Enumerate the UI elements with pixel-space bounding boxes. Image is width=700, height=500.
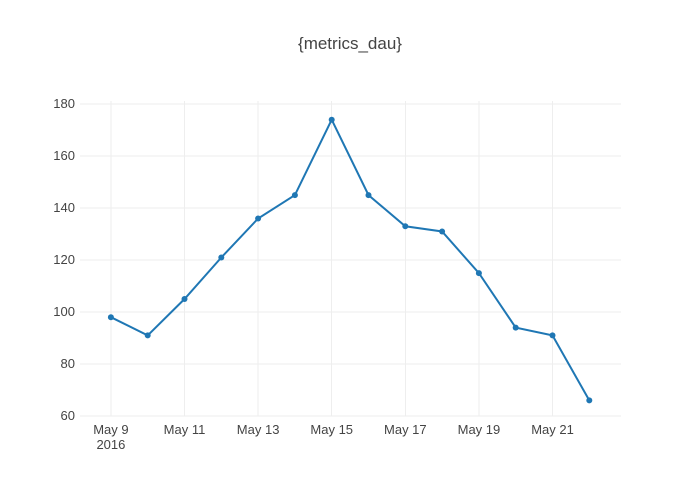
series-layer (107, 116, 593, 404)
y-tick-label: 60 (61, 408, 75, 423)
data-point-marker[interactable] (402, 223, 409, 230)
data-point-marker[interactable] (586, 397, 593, 404)
data-point-marker[interactable] (365, 192, 372, 199)
chart-title: {metrics_dau} (298, 34, 402, 53)
data-point-marker[interactable] (328, 116, 335, 123)
x-tick-label: May 11 (164, 422, 206, 437)
y-tick-label: 180 (53, 96, 75, 111)
series-line (110, 117, 591, 401)
data-point-marker[interactable] (439, 228, 446, 235)
y-tick-label: 80 (61, 356, 75, 371)
y-tick-label: 120 (53, 252, 75, 267)
y-tick-label: 160 (53, 148, 75, 163)
data-point-marker[interactable] (144, 332, 151, 339)
data-point-marker[interactable] (107, 314, 114, 321)
data-point-marker[interactable] (218, 254, 225, 261)
y-tick-label: 140 (53, 200, 75, 215)
x-tick-label: May 9 (93, 422, 128, 437)
data-point-marker[interactable] (291, 192, 298, 199)
x-tick-label: May 13 (237, 422, 280, 437)
x-tick-label: May 15 (310, 422, 353, 437)
x-tick-sublabel: 2016 (96, 437, 125, 452)
x-tick-label: May 21 (531, 422, 574, 437)
data-point-marker[interactable] (549, 332, 556, 339)
data-point-marker[interactable] (255, 215, 262, 222)
plot-area[interactable] (80, 101, 621, 416)
data-point-marker[interactable] (181, 296, 188, 302)
data-point-marker[interactable] (475, 270, 482, 277)
y-tick-label: 100 (53, 304, 75, 319)
x-tick-label: May 17 (384, 422, 427, 437)
x-tick-label: May 19 (458, 422, 501, 437)
data-point-marker[interactable] (512, 324, 519, 331)
